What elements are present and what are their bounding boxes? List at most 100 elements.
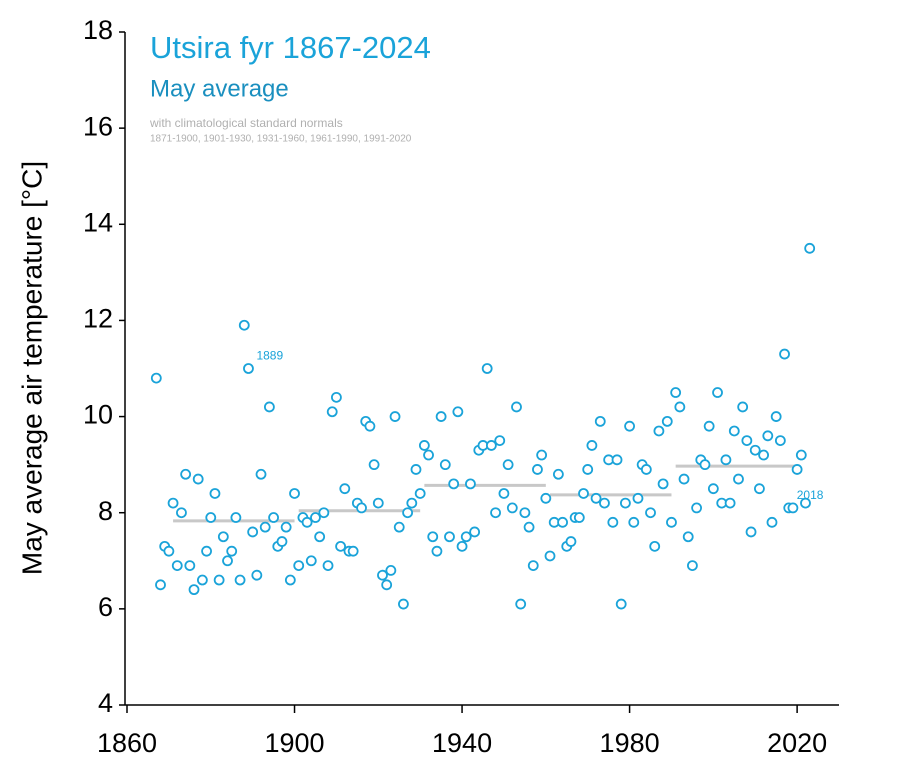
data-point <box>431 545 443 557</box>
data-point <box>640 464 652 475</box>
data-point <box>339 483 351 495</box>
data-point <box>490 507 501 519</box>
data-point <box>167 497 179 509</box>
data-point <box>737 401 749 413</box>
y-tick-label: 10 <box>83 400 113 430</box>
data-point <box>741 435 753 447</box>
data-point <box>666 516 677 528</box>
data-point <box>293 560 305 571</box>
data-point <box>766 516 778 528</box>
data-point <box>670 387 682 398</box>
y-tick-label: 8 <box>98 496 113 526</box>
data-point <box>779 348 790 360</box>
data-point <box>582 464 594 475</box>
data-point <box>255 468 267 480</box>
data-point <box>213 574 225 586</box>
data-point <box>724 497 736 509</box>
data-point <box>800 497 811 509</box>
data-point <box>155 579 166 591</box>
note-periods: 1871-1900, 1901-1930, 1931-1960, 1961-19… <box>150 134 412 145</box>
data-point <box>678 473 690 485</box>
data-point <box>758 449 770 461</box>
data-point <box>460 531 472 543</box>
data-point <box>502 459 514 471</box>
data-point <box>259 521 271 533</box>
data-point <box>511 401 522 413</box>
data-point <box>536 449 548 461</box>
data-point <box>410 464 422 475</box>
data-point <box>205 512 217 523</box>
data-point <box>624 420 635 432</box>
data-point <box>586 440 598 451</box>
data-point <box>628 516 640 528</box>
data-point <box>691 502 702 514</box>
data-point <box>377 569 388 581</box>
data-point <box>599 497 610 509</box>
data-point <box>435 411 447 422</box>
data-point <box>578 488 589 499</box>
data-point <box>209 488 221 499</box>
data-point <box>749 444 761 456</box>
data-point <box>770 411 782 422</box>
data-point <box>238 319 250 331</box>
data-point <box>385 565 397 576</box>
y-axis-label: May average air temperature [°C] <box>16 161 47 575</box>
data-point <box>439 459 451 471</box>
data-point <box>573 512 585 523</box>
data-point <box>289 488 300 499</box>
data-point <box>192 473 204 485</box>
data-point <box>485 440 497 451</box>
data-point <box>217 531 229 543</box>
data-point <box>687 560 698 571</box>
data-point <box>226 545 238 557</box>
data-point <box>301 516 313 528</box>
data-point <box>552 468 564 480</box>
data-point <box>540 492 552 504</box>
data-point <box>795 449 807 461</box>
y-tick-label: 6 <box>98 592 113 622</box>
data-point <box>331 391 342 403</box>
x-tick-label: 1900 <box>264 728 324 758</box>
data-point <box>372 497 384 509</box>
data-point <box>448 478 460 490</box>
x-tick-label: 2020 <box>767 728 827 758</box>
x-tick-label: 1980 <box>600 728 660 758</box>
data-point <box>774 435 786 447</box>
data-point <box>527 560 539 571</box>
data-point <box>456 540 468 552</box>
data-point <box>398 598 409 610</box>
data-point <box>427 531 439 543</box>
data-point <box>804 242 816 254</box>
note: with climatological standard normals <box>149 116 343 130</box>
data-point <box>444 531 455 543</box>
data-point <box>544 550 556 562</box>
data-point <box>335 540 347 552</box>
data-point <box>699 459 711 471</box>
data-point <box>389 411 401 422</box>
data-point <box>653 425 665 437</box>
data-point <box>754 483 765 495</box>
data-point <box>506 502 518 514</box>
data-point <box>381 579 393 591</box>
data-point <box>720 454 732 466</box>
data-point <box>745 526 757 538</box>
data-point <box>481 363 493 374</box>
y-tick-label: 16 <box>83 111 113 141</box>
chart-title: Utsira fyr 1867-2024 <box>150 30 431 65</box>
data-point <box>611 454 623 466</box>
y-tick-label: 18 <box>83 15 113 45</box>
data-point <box>176 507 187 519</box>
data-point <box>791 464 803 475</box>
data-point <box>163 545 175 557</box>
data-point <box>565 536 577 547</box>
data-point <box>728 425 740 437</box>
data-point <box>251 569 263 581</box>
data-point <box>276 536 288 547</box>
data-point <box>469 526 481 538</box>
data-point <box>305 555 317 567</box>
data-point <box>356 502 367 514</box>
data-point <box>712 387 723 398</box>
data-point <box>498 488 510 499</box>
data-point <box>465 478 476 490</box>
